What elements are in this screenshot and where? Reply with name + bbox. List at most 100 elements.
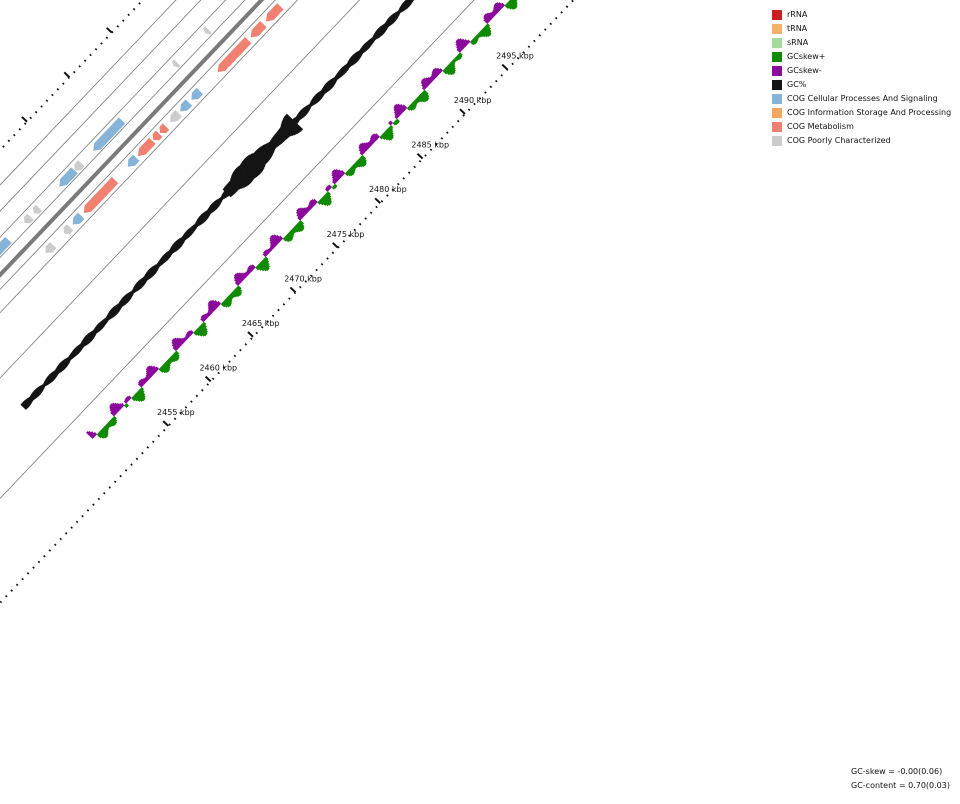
gc-content-bar [384,22,390,28]
gc-skew-bar [104,424,110,430]
gc-skew-bar [395,118,401,123]
gc-content-bar [139,278,146,285]
guide-line [0,0,361,379]
gc-skew-bar [266,248,272,253]
gene-arrow-reverse [74,160,85,171]
gc-content-bar [197,217,205,224]
gc-content-bar [362,44,369,51]
gc-skew-bar [204,313,209,319]
gc-skew-bar [184,335,189,340]
gc-content-bar [334,76,339,81]
gc-content-bar [302,107,309,114]
gc-skew-bar [483,16,490,23]
gc-content-bar [248,154,265,170]
gc-skew-bar [447,64,456,73]
gc-skew-bar [350,165,356,171]
gc-content-bar [365,41,372,47]
gc-skew-bar [173,351,180,358]
gc-skew-bar [295,223,304,232]
gc-skew-bar [171,353,179,361]
gc-skew-bar [360,142,369,151]
ruler-tick-label: 2460 kbp [199,363,237,372]
gc-content-bar [30,393,37,399]
gc-skew-bar [386,128,394,136]
gc-content-bar [69,354,75,359]
gc-content-bar [379,25,387,33]
ruler-major-tick [162,420,169,427]
gc-content-bar [374,31,381,38]
gc-skew-bar [481,28,490,38]
gc-content-bar [368,39,374,45]
gc-skew-bar [344,172,350,177]
gc-skew-bar [487,12,494,19]
gc-skew-bar [452,58,457,63]
gc-content-bar [239,163,256,179]
gc-skew-bar [173,337,183,346]
gc-content-bar [138,279,145,286]
legend-label: GCskew+ [787,52,826,61]
gc-content-bar [390,14,398,21]
gc-content-bar [203,211,210,218]
gc-skew-bar [244,272,249,277]
gc-content-bar [359,49,364,54]
gc-content-bar [29,395,35,401]
gc-content-bar [237,165,254,182]
gc-content-bar [21,402,29,409]
gc-skew-bar [455,45,463,52]
gc-skew-bar [332,180,337,185]
gc-skew-bar [332,178,338,184]
gc-skew-bar [132,395,139,402]
gc-skew-bar [483,18,489,24]
gc-content-bar [169,247,176,254]
gc-content-bar [258,147,272,160]
gc-skew-bar [453,57,458,62]
gc-content-bar [375,30,383,37]
gc-content-bar [84,335,92,343]
gc-skew-bar [358,158,367,167]
gc-skew-bar [284,235,292,242]
gc-content-bar [191,225,197,231]
gc-skew-bar [195,329,203,337]
gc-skew-bar [302,207,309,214]
gc-skew-bar [494,2,502,11]
gc-skew-bar [197,327,207,337]
gc-skew-bar [214,300,221,307]
gc-skew-bar [145,373,151,379]
gc-content-bar [293,117,300,123]
gc-skew-bar [356,159,365,167]
gc-content-bar [158,259,164,265]
gc-content-bar [346,61,352,67]
gc-content-bar [23,400,31,407]
gc-content-bar [67,356,72,361]
gc-skew-bar [174,350,180,355]
gc-skew-bar [312,198,318,204]
gc-content-bar [361,45,368,52]
gc-content-bar [196,218,203,225]
gene-arrow-forward [265,3,284,22]
gc-skew-bar [469,40,475,46]
gc-content-bar [214,200,221,207]
legend-swatch [772,52,782,62]
gc-content-bar [107,312,114,319]
gc-content-bar [82,338,90,345]
legend-label: sRNA [787,38,809,47]
gc-skew-bar [457,53,463,59]
gc-skew-bar [432,69,439,77]
gc-skew-bar [207,304,216,312]
gc-skew-bar [285,234,293,241]
gc-skew-bar [325,186,331,191]
gc-skew-bar [308,201,315,207]
gc-content-bar [105,315,111,321]
gc-content-bar [373,34,379,40]
gc-skew-bar [406,106,411,111]
gc-content-bar [377,27,385,35]
gc-content-bar [211,202,219,209]
gc-skew-bar [263,251,268,256]
ruler-tick-label: 2480 kbp [369,185,407,194]
gc-skew-bar [456,48,462,53]
gc-content-bar [125,293,132,300]
gc-content-bar [276,131,287,141]
gc-content-bar [332,77,338,82]
gc-content-bar [257,148,271,161]
